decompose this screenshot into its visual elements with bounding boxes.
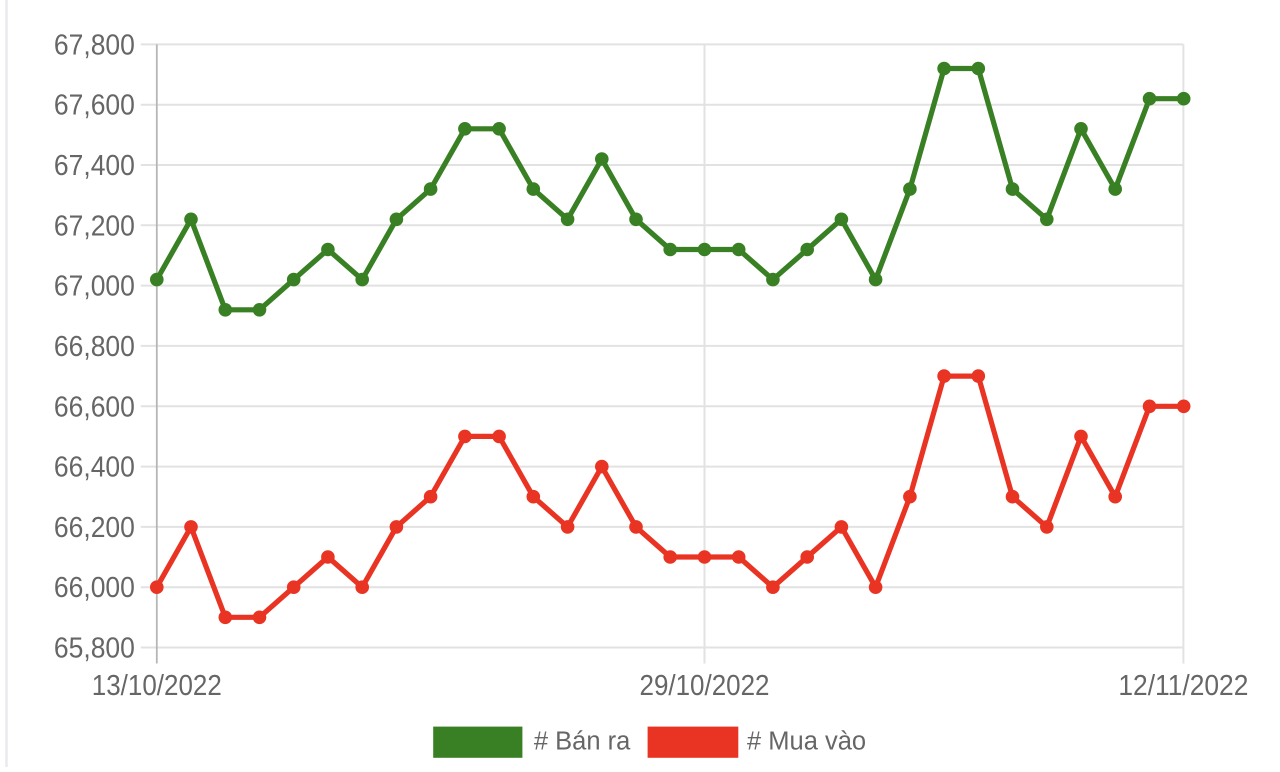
svg-text:67,200: 67,200 <box>54 210 135 242</box>
svg-text:66,000: 66,000 <box>54 572 135 604</box>
svg-text:67,800: 67,800 <box>54 29 135 61</box>
svg-text:12/11/2022: 12/11/2022 <box>1118 670 1248 702</box>
svg-text:66,600: 66,600 <box>54 391 135 423</box>
svg-text:67,000: 67,000 <box>54 271 135 303</box>
svg-text:# Mua vào: # Mua vào <box>747 728 866 756</box>
svg-text:67,600: 67,600 <box>54 90 135 122</box>
svg-text:66,200: 66,200 <box>54 512 135 544</box>
svg-text:13/10/2022: 13/10/2022 <box>92 670 222 702</box>
svg-text:29/10/2022: 29/10/2022 <box>640 670 770 702</box>
svg-text:66,800: 66,800 <box>54 331 135 363</box>
svg-text:66,400: 66,400 <box>54 452 135 484</box>
svg-text:67,400: 67,400 <box>54 150 135 182</box>
svg-text:65,800: 65,800 <box>54 633 135 665</box>
svg-text:# Bán ra: # Bán ra <box>534 728 631 756</box>
